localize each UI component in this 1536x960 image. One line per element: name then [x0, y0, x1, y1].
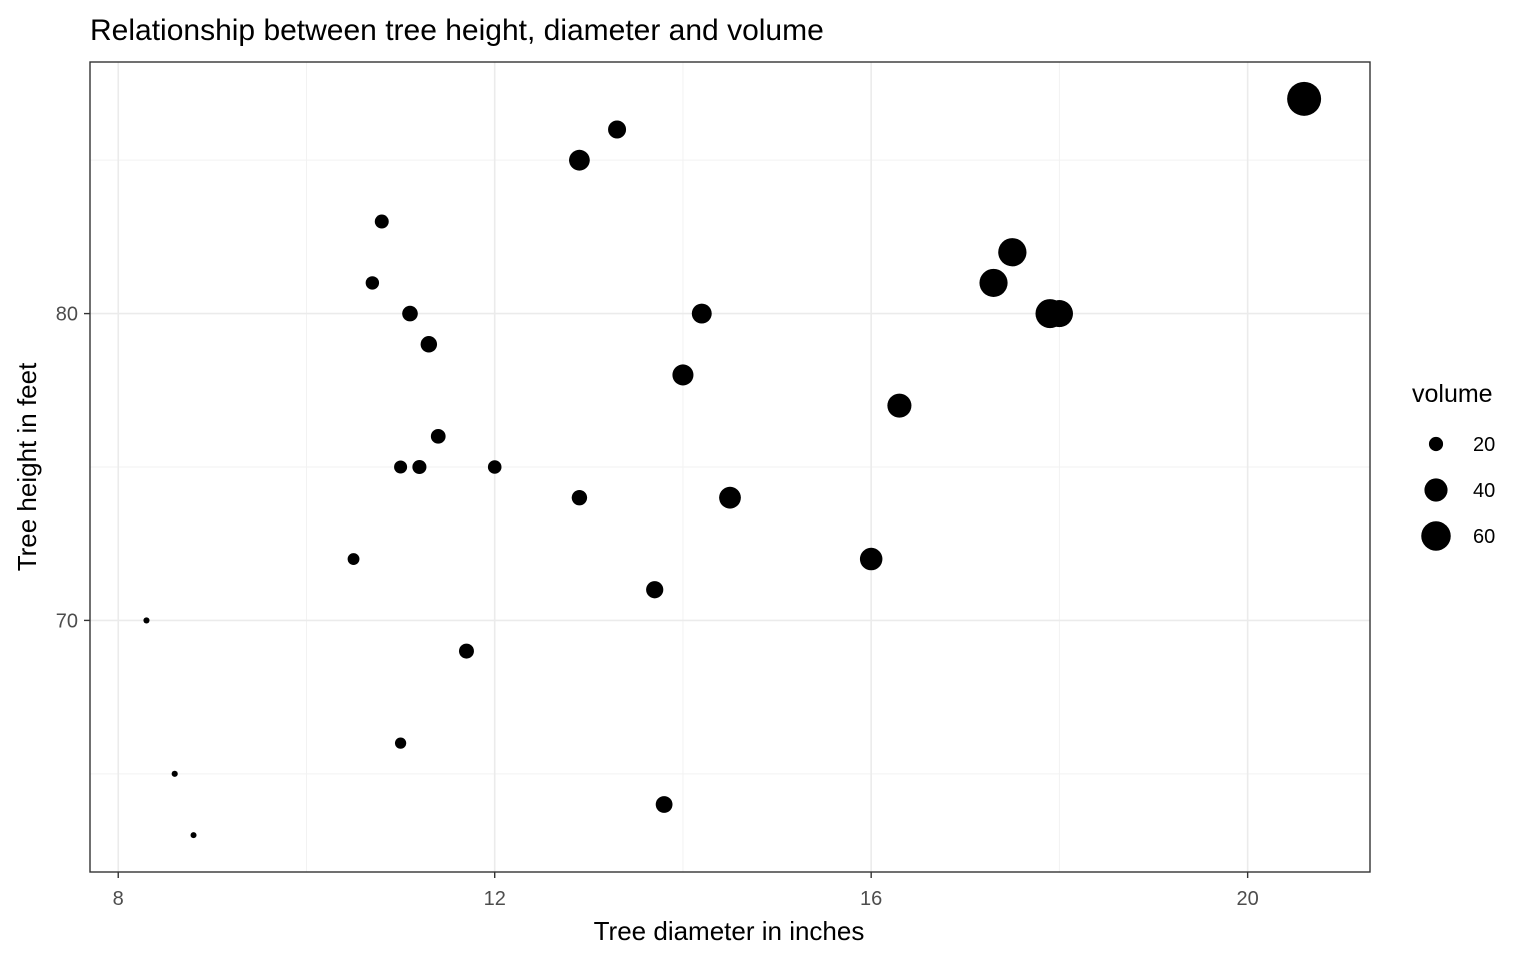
data-point: [487, 460, 502, 474]
x-tick-label: 20: [1237, 888, 1259, 910]
data-point: [569, 149, 590, 171]
data-point: [571, 489, 588, 506]
legend-key-label: 60: [1473, 526, 1495, 548]
data-point: [347, 553, 360, 565]
data-point: [143, 617, 150, 624]
major-gridlines: [90, 62, 1370, 872]
data-point: [365, 276, 380, 290]
data-point: [458, 643, 474, 659]
minor-gridlines: [90, 62, 1370, 872]
data-point: [646, 581, 664, 599]
data-point: [672, 364, 694, 386]
legend-title: volume: [1412, 380, 1493, 408]
data-point: [1045, 300, 1073, 328]
legend-key-symbol: [1424, 478, 1448, 502]
data-point: [402, 305, 418, 322]
x-axis-ticks: 8 12 16 20: [113, 872, 1259, 910]
data-point: [1287, 81, 1322, 116]
x-tick-label: 12: [484, 888, 506, 910]
data-point: [420, 336, 438, 353]
data-point: [719, 486, 741, 509]
data-point: [190, 832, 197, 839]
data-point: [394, 737, 407, 749]
panel-border: [89, 61, 1371, 873]
legend-key-symbol: [1428, 436, 1444, 452]
data-point: [171, 770, 178, 777]
data-points: [143, 81, 1322, 839]
data-point: [655, 796, 673, 813]
data-point: [691, 303, 712, 324]
legend-keys: 20 40 60: [1421, 434, 1495, 551]
data-point: [979, 268, 1008, 297]
data-point: [430, 428, 446, 444]
legend-key-label: 20: [1473, 434, 1495, 456]
data-point: [998, 238, 1027, 267]
data-point: [394, 460, 408, 474]
y-axis-title: Tree height in feet: [12, 362, 42, 571]
y-axis-ticks: 70 80: [56, 304, 90, 632]
legend-key-symbol: [1421, 521, 1451, 551]
data-point: [859, 547, 883, 571]
chart-title: Relationship between tree height, diamet…: [90, 14, 824, 47]
legend: volume 20 40 60: [1412, 380, 1495, 551]
legend-key-label: 40: [1473, 480, 1495, 502]
y-tick-label: 70: [56, 610, 78, 632]
data-point: [887, 393, 912, 418]
x-tick-label: 8: [113, 888, 124, 910]
plot-panel: [89, 61, 1371, 873]
y-tick-label: 80: [56, 304, 78, 326]
data-point: [608, 120, 627, 139]
x-axis-title: Tree diameter in inches: [594, 916, 865, 946]
x-tick-label: 16: [860, 888, 882, 910]
data-point: [374, 214, 389, 229]
data-point: [412, 459, 427, 475]
